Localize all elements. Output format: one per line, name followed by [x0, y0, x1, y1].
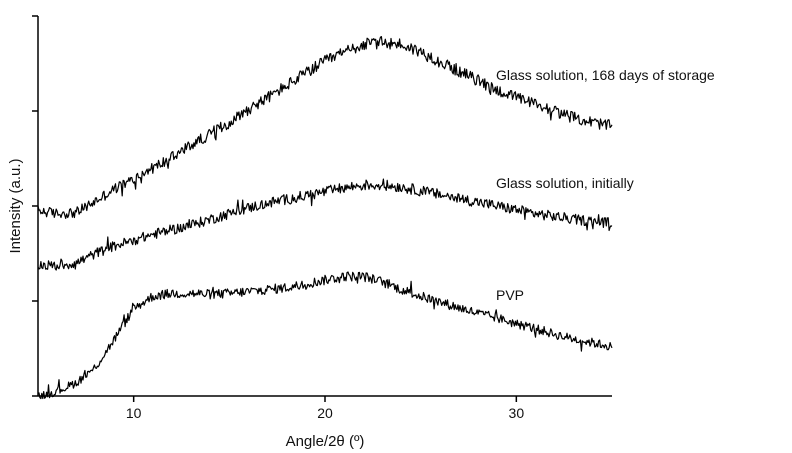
series-line-0: [37, 35, 613, 219]
series-line-1: [37, 178, 613, 271]
series-label-2: PVP: [496, 287, 524, 303]
series-layer: [37, 35, 613, 400]
label-layer: Glass solution, 168 days of storage Glass…: [496, 67, 715, 303]
tick-layer: 10 20 30: [32, 15, 525, 421]
series-line-2: [37, 271, 613, 400]
series-label-1: Glass solution, initially: [496, 175, 634, 191]
x-tick-label-20: 20: [317, 405, 333, 421]
x-tick-label-10: 10: [126, 405, 142, 421]
x-axis-title: Angle/2θ (º): [286, 433, 365, 450]
y-axis-title: Intensity (a.u.): [7, 158, 24, 253]
series-label-0: Glass solution, 168 days of storage: [496, 67, 715, 83]
x-tick-label-30: 30: [509, 405, 525, 421]
